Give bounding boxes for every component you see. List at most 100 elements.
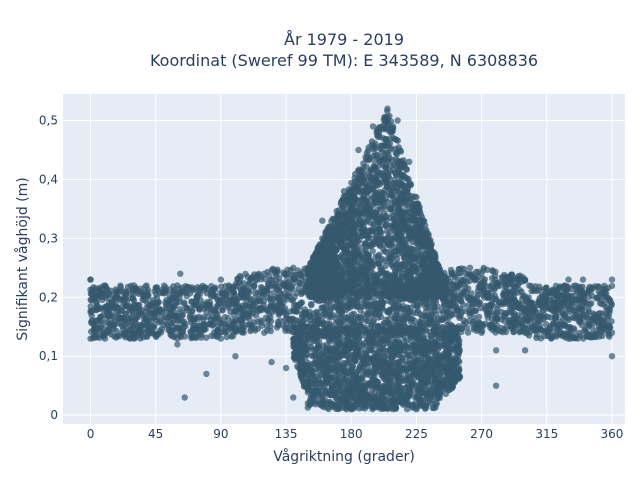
data-point (384, 309, 392, 316)
data-point (130, 323, 137, 330)
data-point (585, 333, 592, 340)
data-point (331, 270, 338, 278)
data-point (383, 149, 391, 156)
data-point (384, 183, 391, 190)
data-point (413, 239, 420, 247)
data-point (352, 266, 359, 273)
data-point (381, 202, 388, 209)
data-point (602, 294, 609, 301)
data-point (96, 286, 103, 293)
data-point (363, 149, 370, 157)
data-point (319, 319, 327, 326)
data-point (92, 306, 99, 313)
data-point (315, 274, 322, 282)
data-point (537, 323, 544, 330)
data-point (382, 222, 390, 230)
data-point (119, 307, 126, 314)
data-point (578, 321, 585, 328)
data-point (233, 308, 240, 315)
data-point (450, 281, 457, 289)
data-point (208, 282, 215, 290)
data-point (229, 317, 236, 324)
data-point (533, 332, 541, 339)
data-point (373, 169, 380, 177)
data-point (413, 309, 420, 317)
data-point (530, 306, 537, 313)
data-point (239, 326, 246, 333)
data-point (156, 319, 163, 326)
data-point (274, 318, 282, 326)
data-point (413, 292, 420, 299)
data-point (295, 285, 302, 292)
data-point (236, 313, 243, 320)
data-point (155, 307, 162, 315)
data-point (580, 335, 587, 342)
data-point (392, 188, 400, 195)
data-point (188, 308, 196, 315)
data-point (292, 271, 299, 279)
data-point (257, 306, 264, 314)
data-point (367, 205, 374, 212)
data-point (280, 281, 287, 288)
data-point (382, 119, 389, 126)
data-point (397, 182, 404, 189)
data-point (466, 317, 473, 324)
data-point (405, 216, 412, 223)
data-point (265, 280, 272, 287)
data-point (494, 311, 501, 318)
data-point (162, 299, 169, 306)
data-point (340, 246, 348, 253)
data-point (386, 154, 393, 162)
data-point (458, 297, 465, 304)
data-point (168, 294, 175, 302)
data-point (489, 315, 496, 323)
data-point (257, 289, 265, 297)
data-point (527, 316, 535, 323)
data-point (375, 155, 382, 162)
data-point (522, 294, 530, 302)
data-point (113, 327, 120, 335)
data-point (140, 289, 148, 296)
data-point (234, 275, 241, 282)
data-point (258, 284, 265, 291)
data-point (464, 329, 472, 336)
data-point (535, 312, 543, 319)
data-point (374, 255, 382, 262)
data-point (421, 265, 428, 272)
data-point (381, 209, 388, 217)
data-point (362, 266, 369, 273)
data-point (545, 332, 552, 340)
data-point (211, 292, 219, 299)
data-point (369, 146, 377, 153)
data-point (127, 315, 135, 322)
data-point (393, 151, 400, 158)
data-point (338, 313, 345, 320)
data-point (222, 282, 229, 290)
data-point (305, 288, 313, 295)
data-point (328, 217, 335, 225)
data-point (416, 204, 423, 211)
data-point (328, 243, 335, 251)
data-point (382, 281, 389, 288)
data-point (114, 332, 121, 340)
data-point (379, 236, 386, 244)
data-point (111, 294, 119, 301)
data-point (396, 166, 403, 173)
data-point (368, 212, 376, 219)
data-point (426, 313, 433, 320)
data-point (245, 281, 252, 288)
data-point (191, 301, 198, 309)
data-point (120, 330, 128, 337)
data-point (455, 283, 463, 290)
data-point (547, 324, 554, 332)
data-point (244, 273, 251, 280)
data-points (87, 105, 616, 413)
data-point (460, 288, 467, 295)
data-point (346, 235, 353, 242)
data-point (293, 308, 301, 315)
data-point (563, 283, 571, 290)
data-point (227, 324, 234, 331)
data-point (480, 264, 487, 272)
data-point (566, 324, 573, 331)
data-point (91, 328, 98, 335)
